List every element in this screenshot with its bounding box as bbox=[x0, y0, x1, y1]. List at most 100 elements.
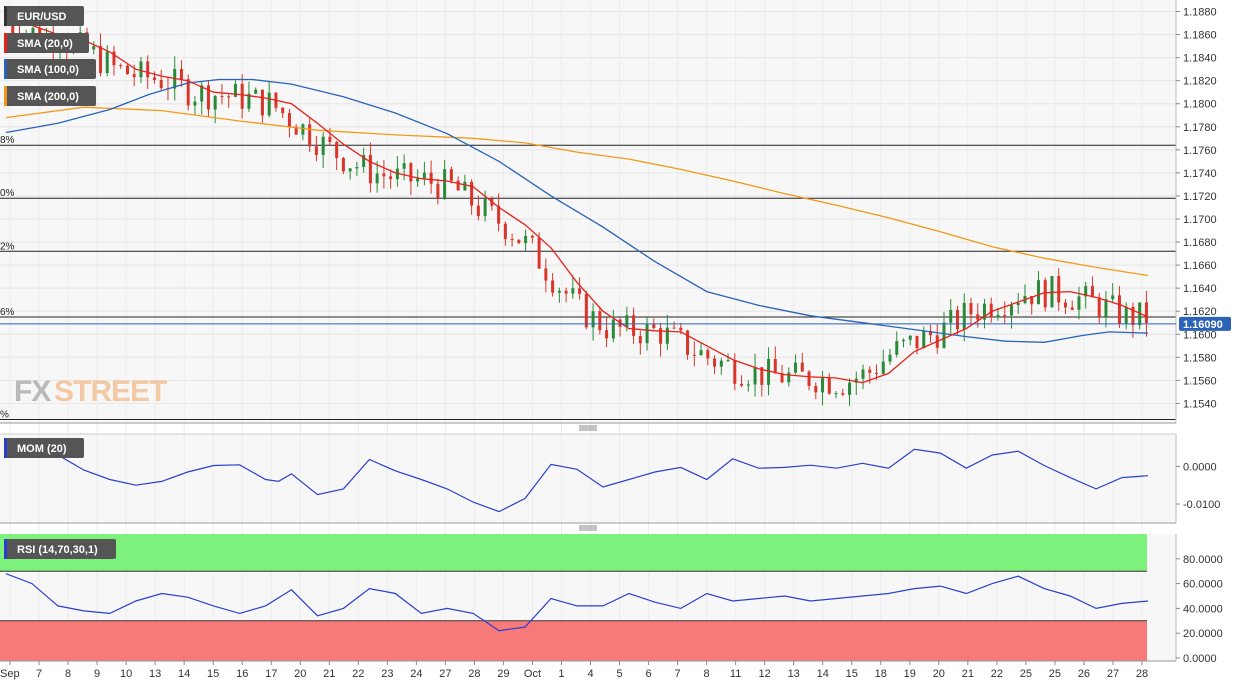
candle bbox=[321, 136, 325, 155]
candle bbox=[260, 89, 264, 116]
candle bbox=[1070, 307, 1074, 310]
candle bbox=[1003, 315, 1007, 317]
fib-label-0: 8% bbox=[0, 135, 15, 146]
price-tick-1: 1.1860 bbox=[1183, 30, 1217, 42]
time-tick-34: 22 bbox=[991, 668, 1003, 680]
candle bbox=[692, 354, 696, 356]
sma200-line bbox=[5, 106, 1149, 277]
time-tick-28: 14 bbox=[817, 668, 829, 680]
candle bbox=[483, 198, 487, 217]
candle bbox=[881, 361, 885, 374]
candle bbox=[348, 168, 352, 172]
panel-resize-handle-2[interactable] bbox=[579, 525, 597, 531]
candle bbox=[368, 154, 372, 184]
price-tick-3: 1.1820 bbox=[1183, 76, 1217, 88]
candle bbox=[1104, 299, 1108, 317]
candle bbox=[314, 146, 318, 155]
candle bbox=[1050, 276, 1054, 308]
candle bbox=[632, 315, 636, 337]
candle bbox=[578, 288, 582, 294]
price-tick-6: 1.1760 bbox=[1183, 145, 1217, 157]
price-tick-17: 1.1540 bbox=[1183, 398, 1217, 410]
momentum-line bbox=[5, 446, 1149, 513]
time-tick-33: 21 bbox=[962, 668, 974, 680]
time-tick-10: 20 bbox=[294, 668, 306, 680]
time-tick-32: 20 bbox=[933, 668, 945, 680]
time-tick-38: 27 bbox=[1107, 668, 1119, 680]
candle bbox=[780, 373, 784, 383]
moving-averages bbox=[5, 20, 1149, 384]
candle bbox=[746, 384, 750, 386]
price-axis: 1.1880 1.1860 1.1840 1.1820 1.1800 1.1780 1.17… bbox=[1176, 7, 1217, 410]
time-tick-20: 4 bbox=[587, 668, 593, 680]
candle bbox=[767, 359, 771, 385]
time-tick-13: 23 bbox=[381, 668, 393, 680]
candle bbox=[854, 378, 858, 383]
price-tick-4: 1.1800 bbox=[1183, 99, 1217, 111]
candle bbox=[753, 367, 757, 385]
candle bbox=[152, 77, 156, 81]
time-tick-0: Sep bbox=[0, 668, 20, 680]
time-tick-3: 9 bbox=[94, 668, 100, 680]
candle bbox=[699, 350, 703, 356]
candle bbox=[422, 172, 426, 179]
candle bbox=[1043, 280, 1047, 308]
candle bbox=[1090, 286, 1094, 298]
candle bbox=[98, 46, 102, 74]
rsi-tick-1: 60.0000 bbox=[1183, 579, 1223, 591]
price-tick-2: 1.1840 bbox=[1183, 53, 1217, 65]
candle bbox=[1144, 302, 1148, 323]
candle bbox=[908, 335, 912, 340]
mom-tick-0: 0.0000 bbox=[1183, 461, 1217, 473]
candle bbox=[1077, 296, 1081, 310]
candle bbox=[301, 124, 305, 135]
candle bbox=[1111, 295, 1115, 300]
candle bbox=[382, 173, 386, 177]
time-tick-9: 17 bbox=[265, 668, 277, 680]
candle bbox=[794, 362, 798, 373]
time-tick-2: 8 bbox=[65, 668, 71, 680]
candle bbox=[1131, 306, 1135, 326]
candle bbox=[679, 327, 683, 331]
candle bbox=[827, 378, 831, 394]
rsi-oversold-zone bbox=[0, 620, 1147, 661]
candle bbox=[247, 93, 251, 109]
candle bbox=[240, 83, 244, 109]
time-tick-21: 5 bbox=[616, 668, 622, 680]
candle bbox=[861, 369, 865, 379]
candle bbox=[1016, 302, 1020, 306]
candle bbox=[841, 393, 845, 395]
candle bbox=[193, 101, 197, 106]
candle bbox=[517, 239, 521, 244]
candle bbox=[706, 350, 710, 359]
time-tick-14: 24 bbox=[410, 668, 422, 680]
candle bbox=[996, 315, 1000, 318]
candle bbox=[915, 335, 919, 349]
candle bbox=[760, 367, 764, 385]
time-tick-25: 11 bbox=[730, 668, 741, 680]
main-legend: EUR/USD SMA (20,0) SMA (100,0) SMA (200,… bbox=[4, 6, 96, 106]
candle bbox=[1117, 295, 1121, 324]
candle bbox=[551, 280, 555, 293]
mom-panel-bg bbox=[0, 434, 1176, 523]
candle bbox=[955, 309, 959, 330]
candle bbox=[308, 124, 312, 147]
candle bbox=[389, 176, 393, 180]
candle bbox=[800, 362, 804, 372]
candle bbox=[564, 290, 568, 294]
candle bbox=[179, 69, 183, 80]
candle bbox=[436, 183, 440, 198]
rsi-line bbox=[5, 573, 1149, 632]
candle bbox=[591, 311, 595, 328]
candle bbox=[598, 311, 602, 331]
candle bbox=[200, 85, 204, 102]
rsi-tick-4: 0.0000 bbox=[1183, 653, 1217, 665]
rsi-tick-2: 40.0000 bbox=[1183, 603, 1223, 615]
legend-mom: MOM (20) bbox=[17, 443, 67, 455]
fib-label-1: 0% bbox=[0, 188, 15, 199]
price-tick-9: 1.1700 bbox=[1183, 214, 1217, 226]
candle bbox=[456, 180, 460, 191]
candle bbox=[868, 369, 872, 373]
candle bbox=[942, 322, 946, 348]
panel-resize-handle[interactable] bbox=[579, 425, 597, 431]
